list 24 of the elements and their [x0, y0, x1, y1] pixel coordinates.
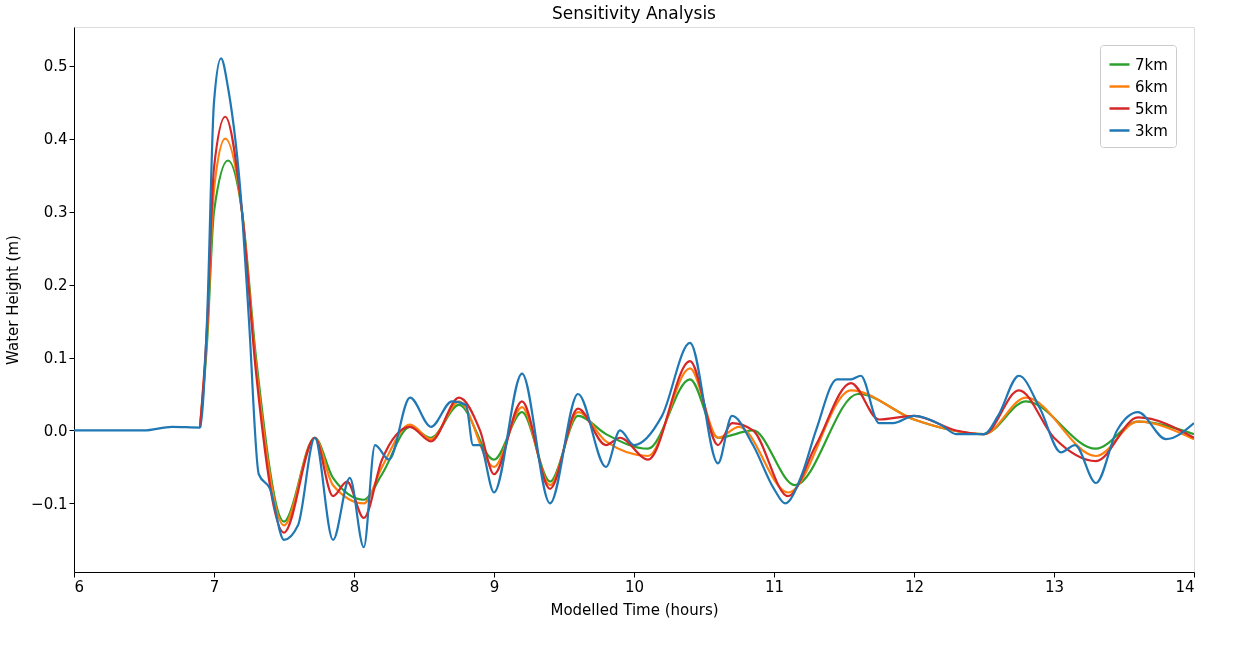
y-tick-label: 0.3 — [43, 203, 68, 222]
x-tick-label: 11 — [764, 577, 785, 596]
x-tick-label: 13 — [1044, 577, 1065, 596]
y-tick-label: 0.5 — [43, 57, 68, 76]
legend-label: 5km — [1135, 99, 1168, 118]
y-tick-label: 0.2 — [43, 276, 68, 295]
y-axis-title: Water Height (m) — [4, 235, 23, 365]
x-tick-label: 8 — [349, 577, 360, 596]
x-tick-label: 10 — [624, 577, 645, 596]
y-tick-label: 0.1 — [43, 349, 68, 367]
legend-label: 6km — [1135, 77, 1168, 96]
y-tick-label: 0.0 — [43, 421, 68, 440]
legend-label: 3km — [1135, 121, 1168, 140]
line-series — [74, 57, 1194, 549]
x-tick-label: 9 — [489, 577, 500, 596]
chart-title: Sensitivity Analysis — [552, 3, 717, 23]
x-tick-label: 6 — [74, 577, 85, 596]
x-tick-label: 7 — [209, 577, 220, 596]
x-tick-label: 12 — [904, 577, 925, 596]
y-tick-label: 0.4 — [43, 130, 68, 149]
legend-label: 7km — [1135, 55, 1168, 74]
x-tick-label: 14 — [1175, 577, 1195, 596]
y-tick-label: −0.1 — [31, 494, 68, 513]
x-axis-title: Modelled Time (hours) — [550, 600, 719, 619]
